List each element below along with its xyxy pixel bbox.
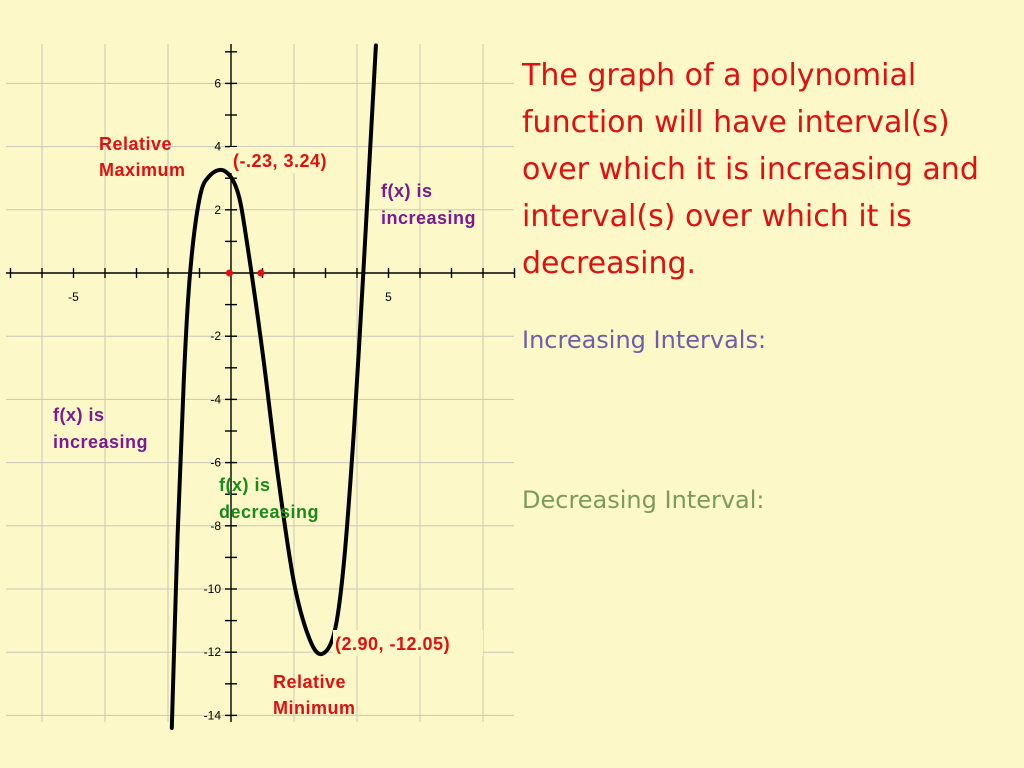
relative-minimum-label-line1: Relative: [273, 672, 346, 692]
y-tick-label: -12: [204, 645, 222, 659]
increasing-right-label-line1: f(x) is: [381, 181, 433, 201]
y-tick-label: 4: [214, 140, 221, 154]
polynomial-curve: [169, 43, 378, 730]
increasing-intervals-heading: Increasing Intervals:: [522, 326, 767, 354]
y-tick-label: -2: [210, 329, 221, 343]
decreasing-label-line1: f(x) is: [219, 475, 271, 495]
curve-layer: [169, 43, 378, 730]
y-tick-label: -8: [210, 519, 221, 533]
marked-point: [225, 269, 233, 277]
y-tick-label: -6: [210, 456, 221, 470]
relative-minimum-label-line2: Minimum: [273, 698, 356, 718]
y-tick-label: -10: [204, 582, 222, 596]
min-point-label: (2.90, -12.05): [335, 634, 450, 654]
max-point-label: (-.23, 3.24): [233, 151, 327, 171]
y-tick-label: -14: [204, 708, 222, 722]
text-panel: The graph of a polynomial function will …: [522, 52, 1017, 287]
relative-maximum-label-line1: Relative: [99, 134, 172, 154]
polynomial-graph: -5 5 6 4 2 -2 -4 -6 -8 -10 -12 -14 Relative Maximum…: [6, 43, 516, 730]
points-layer: [225, 269, 265, 277]
decreasing-interval-heading: Decreasing Interval:: [522, 486, 765, 514]
grid: [6, 44, 514, 722]
decreasing-label-line2: decreasing: [219, 502, 319, 522]
increasing-right-label-line2: increasing: [381, 208, 476, 228]
min-point-label-bg: [333, 630, 483, 656]
x-tick-label: 5: [385, 290, 392, 304]
relative-maximum-label-line2: Maximum: [99, 160, 186, 180]
tick-labels: -5 5 6 4 2 -2 -4 -6 -8 -10 -12 -14: [68, 76, 392, 722]
y-tick-label: 6: [214, 76, 221, 90]
y-tick-label: 2: [214, 203, 221, 217]
increasing-left-label-line1: f(x) is: [53, 405, 105, 425]
y-tick-label: -4: [210, 392, 221, 406]
slide-title: The graph of a polynomial function will …: [522, 58, 979, 281]
increasing-left-label-line2: increasing: [53, 432, 148, 452]
axes: [6, 44, 516, 722]
x-tick-label: -5: [68, 290, 79, 304]
marked-point: [257, 269, 265, 277]
max-point-label-bg: [230, 147, 353, 173]
